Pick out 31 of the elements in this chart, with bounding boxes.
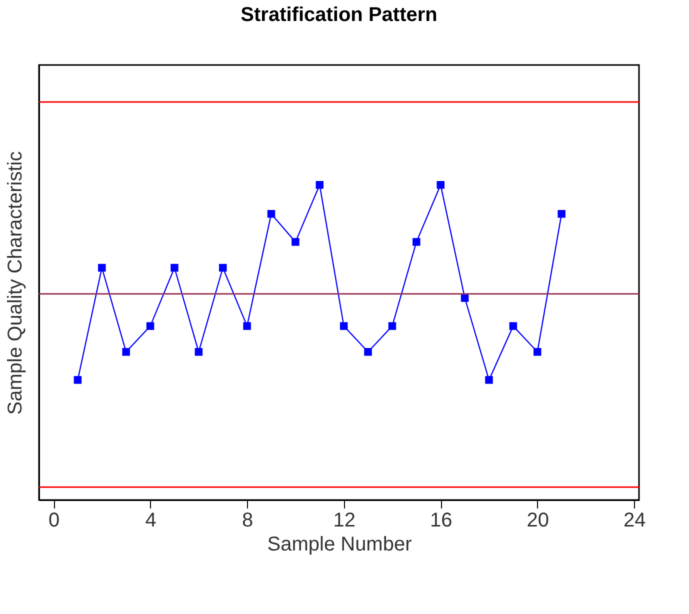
x-tick-label: 8 [242, 510, 254, 532]
point [509, 322, 518, 330]
x-tick-label: 4 [145, 510, 156, 532]
point [460, 294, 469, 302]
point [485, 376, 493, 384]
point [98, 264, 106, 272]
point [316, 181, 324, 189]
point [292, 238, 300, 246]
chart-title: Stratification Pattern [240, 4, 438, 26]
point [170, 264, 178, 272]
point [194, 348, 203, 356]
x-tick-label: 24 [624, 510, 646, 532]
point [436, 181, 444, 189]
point [412, 238, 420, 246]
point [243, 322, 251, 330]
point [534, 348, 542, 356]
x-tick-label: 0 [48, 510, 60, 532]
point [219, 264, 227, 272]
x-tick-label: 12 [333, 510, 356, 532]
point [388, 322, 396, 330]
x-tick-label: 20 [526, 510, 550, 532]
point [267, 210, 276, 218]
x-tick-label: 16 [430, 510, 452, 532]
point [364, 348, 372, 356]
x-axis-title: Sample Number [267, 534, 412, 556]
point [558, 210, 566, 218]
point [340, 322, 348, 330]
point [74, 376, 82, 384]
point [122, 348, 130, 356]
point [146, 322, 154, 330]
y-axis-title: Sample Quality Characteristic [4, 151, 26, 415]
